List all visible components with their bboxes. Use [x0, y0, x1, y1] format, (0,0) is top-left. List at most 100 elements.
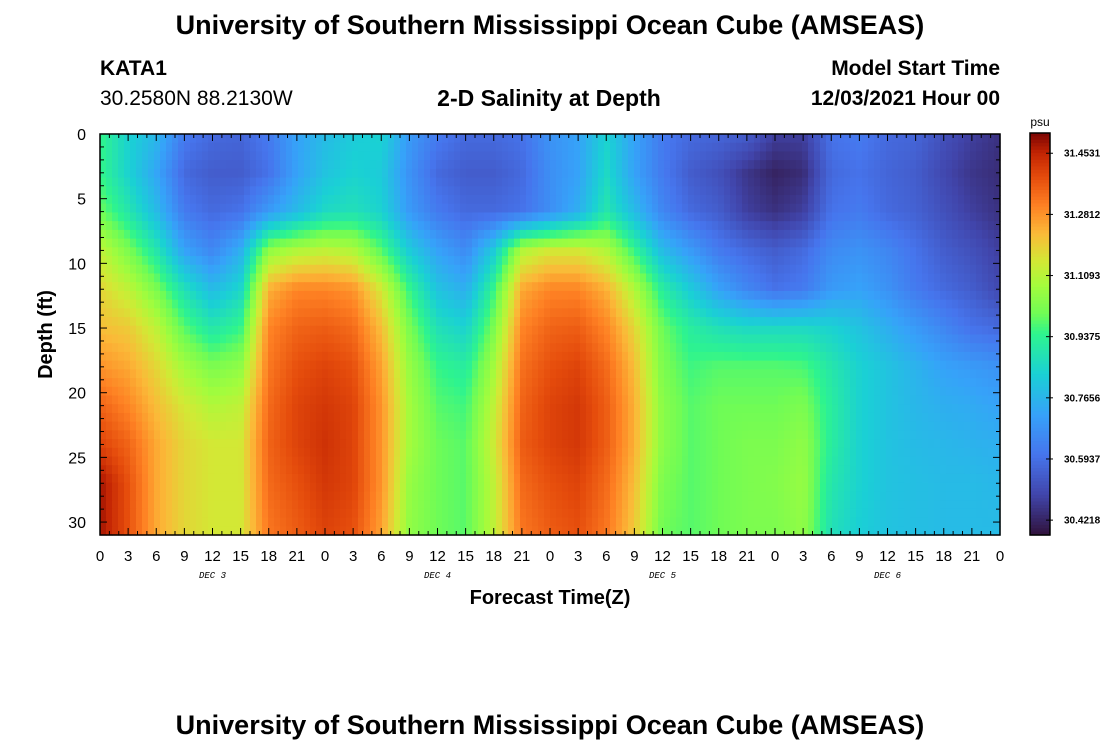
- heatmap-cell: [946, 378, 953, 388]
- heatmap-cell: [736, 195, 743, 205]
- heatmap-cell: [622, 212, 629, 222]
- heatmap-cell: [304, 378, 311, 388]
- heatmap-cell: [712, 229, 719, 240]
- heatmap-cell: [538, 386, 545, 397]
- heatmap-cell: [256, 386, 263, 397]
- heatmap-cell: [970, 299, 977, 309]
- heatmap-cell: [196, 378, 203, 388]
- heatmap-cell: [340, 360, 347, 370]
- heatmap-cell: [796, 160, 803, 170]
- heatmap-cell: [472, 195, 479, 205]
- heatmap-cell: [412, 299, 419, 309]
- heatmap-cell: [508, 360, 515, 370]
- heatmap-cell: [124, 404, 131, 414]
- heatmap-cell: [916, 412, 923, 423]
- heatmap-cell: [628, 229, 635, 240]
- heatmap-cell: [250, 334, 257, 344]
- heatmap-cell: [718, 290, 725, 301]
- heatmap-cell: [976, 317, 983, 327]
- heatmap-cell: [754, 256, 761, 266]
- heatmap-cell: [226, 186, 233, 196]
- heatmap-cell: [184, 229, 191, 240]
- heatmap-cell: [868, 247, 875, 257]
- heatmap-cell: [394, 412, 401, 423]
- heatmap-cell: [808, 308, 815, 318]
- heatmap-cell: [250, 421, 257, 431]
- heatmap-cell: [364, 395, 371, 405]
- heatmap-cell: [940, 325, 947, 336]
- heatmap-cell: [358, 360, 365, 370]
- heatmap-cell: [214, 186, 221, 196]
- heatmap-cell: [466, 317, 473, 327]
- heatmap-cell: [544, 299, 551, 309]
- heatmap-cell: [526, 186, 533, 196]
- heatmap-cell: [166, 395, 173, 405]
- heatmap-cell: [190, 282, 197, 292]
- heatmap-cell: [418, 360, 425, 370]
- heatmap-cell: [634, 290, 641, 301]
- heatmap-cell: [316, 256, 323, 266]
- heatmap-cell: [118, 421, 125, 431]
- heatmap-cell: [694, 334, 701, 344]
- heatmap-cell: [550, 378, 557, 388]
- heatmap-cell: [376, 264, 383, 275]
- heatmap-cell: [232, 334, 239, 344]
- heatmap-cell: [166, 256, 173, 266]
- heatmap-cell: [778, 404, 785, 414]
- heatmap-cell: [838, 404, 845, 414]
- heatmap-cell: [664, 142, 671, 153]
- heatmap-cell: [124, 212, 131, 222]
- heatmap-cell: [928, 273, 935, 283]
- heatmap-cell: [112, 282, 119, 292]
- heatmap-cell: [382, 299, 389, 309]
- heatmap-cell: [142, 168, 149, 179]
- heatmap-cell: [952, 404, 959, 414]
- heatmap-cell: [976, 412, 983, 423]
- heatmap-cell: [166, 325, 173, 336]
- heatmap-cell: [580, 160, 587, 170]
- heatmap-cell: [580, 351, 587, 362]
- heatmap-cell: [706, 142, 713, 153]
- heatmap-cell: [286, 412, 293, 423]
- heatmap-cell: [664, 325, 671, 336]
- heatmap-cell: [970, 142, 977, 153]
- heatmap-cell: [562, 369, 569, 379]
- heatmap-cell: [856, 351, 863, 362]
- heatmap-cell: [562, 378, 569, 388]
- heatmap-cell: [100, 186, 107, 196]
- heatmap-cell: [328, 369, 335, 379]
- heatmap-cell: [916, 229, 923, 240]
- heatmap-cell: [310, 264, 317, 275]
- heatmap-cell: [196, 343, 203, 353]
- heatmap-cell: [934, 360, 941, 370]
- heatmap-cell: [346, 160, 353, 170]
- heatmap-cell: [226, 317, 233, 327]
- heatmap-cell: [700, 395, 707, 405]
- heatmap-cell: [244, 264, 251, 275]
- heatmap-cell: [136, 378, 143, 388]
- heatmap-cell: [976, 334, 983, 344]
- heatmap-cell: [742, 134, 749, 144]
- heatmap-cell: [640, 386, 647, 397]
- heatmap-cell: [526, 203, 533, 214]
- heatmap-cell: [550, 369, 557, 379]
- heatmap-cell: [862, 151, 869, 161]
- heatmap-cell: [658, 229, 665, 240]
- heatmap-cell: [136, 221, 143, 231]
- heatmap-cell: [814, 212, 821, 222]
- heatmap-cell: [316, 378, 323, 388]
- heatmap-cell: [172, 229, 179, 240]
- heatmap-cell: [928, 299, 935, 309]
- heatmap-cell: [880, 343, 887, 353]
- heatmap-cell: [388, 290, 395, 301]
- heatmap-cell: [994, 395, 1001, 405]
- heatmap-cell: [652, 343, 659, 353]
- heatmap-cell: [946, 325, 953, 336]
- heatmap-cell: [340, 378, 347, 388]
- heatmap-cell: [790, 317, 797, 327]
- heatmap-cell: [778, 334, 785, 344]
- heatmap-cell: [970, 325, 977, 336]
- heatmap-cell: [886, 404, 893, 414]
- heatmap-cell: [976, 308, 983, 318]
- heatmap-cell: [178, 195, 185, 205]
